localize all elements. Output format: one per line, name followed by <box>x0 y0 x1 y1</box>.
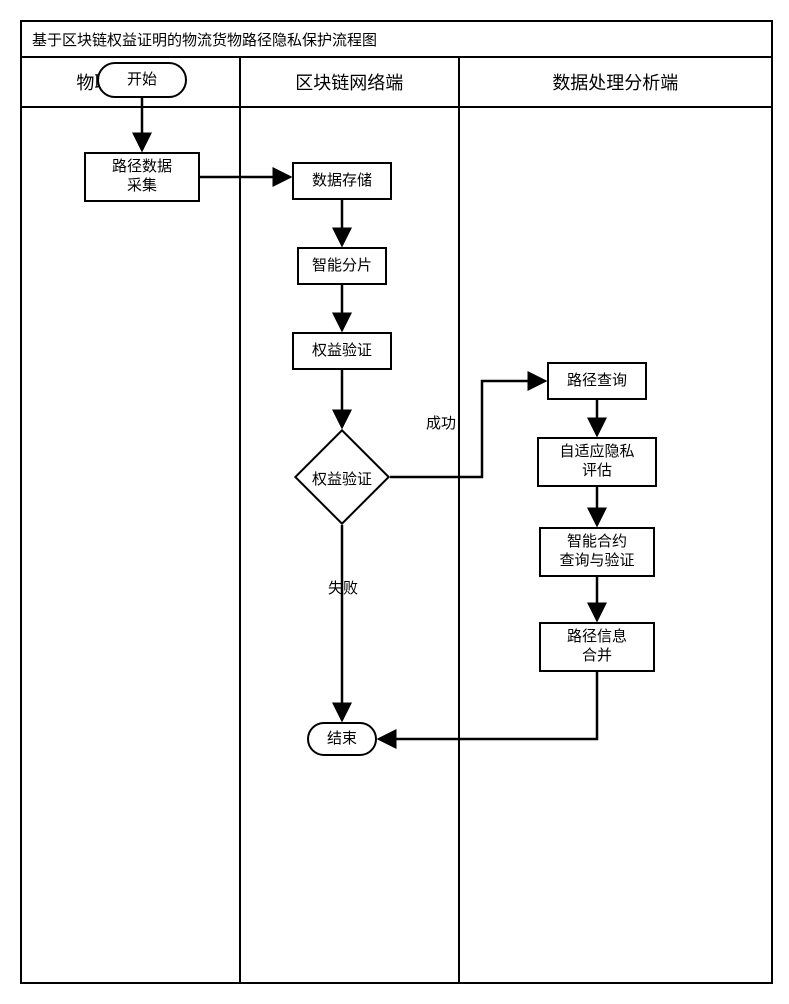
node-merge: 路径信息 合并 <box>539 622 655 672</box>
node-shard: 智能分片 <box>297 247 387 285</box>
edge-label-fail: 失败 <box>326 577 360 598</box>
node-start: 开始 <box>97 62 187 98</box>
node-verify: 权益验证 <box>292 332 392 370</box>
edge-label-success: 成功 <box>424 412 458 433</box>
lane-body: 开始 路径数据 采集 数据存储 智能分片 权益验证 权益验证 路径查询 自适应隐… <box>22 108 771 984</box>
node-store: 数据存储 <box>292 162 392 200</box>
node-contract: 智能合约 查询与验证 <box>539 527 655 577</box>
swimlane-diagram: 基于区块链权益证明的物流货物路径隐私保护流程图 物联网采集端 区块链网络端 数据… <box>20 20 773 984</box>
lane-1 <box>22 108 241 984</box>
node-query: 路径查询 <box>547 362 647 400</box>
lane-header-3: 数据处理分析端 <box>460 58 771 106</box>
diagram-title: 基于区块链权益证明的物流货物路径隐私保护流程图 <box>22 22 771 58</box>
lane-header-2: 区块链网络端 <box>241 58 460 106</box>
lane-2 <box>241 108 460 984</box>
node-privacy: 自适应隐私 评估 <box>537 437 657 487</box>
node-collect: 路径数据 采集 <box>84 152 200 202</box>
node-end: 结束 <box>307 722 377 756</box>
